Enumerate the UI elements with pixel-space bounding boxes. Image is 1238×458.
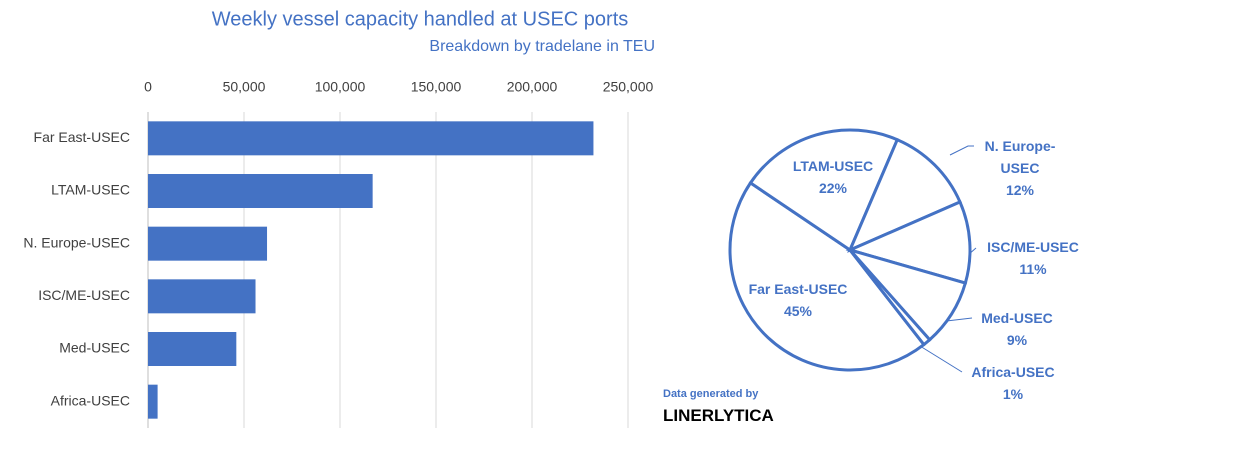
pie-slice [845,199,972,285]
pie-category: LTAM-USEC [792,158,874,174]
bar [148,384,158,419]
bar [148,121,594,156]
pie-label: Far East-USEC 45% [738,278,858,322]
pie-value-label: 11% [1019,261,1047,277]
bar [148,332,237,366]
pie-category: N. Europe-USEC [984,138,1056,176]
pie-value-label: 12% [1005,182,1035,198]
pie-label: ISC/ME-USEC 11% [978,236,1088,280]
bar [148,226,268,261]
credit-brand: LINERLYTICA [663,406,774,425]
pie-label: Med-USEC 9% [962,307,1072,351]
pie-value-label: 1% [1002,386,1024,402]
pie-value-label: 22% [818,180,848,196]
y-tick-label: Med-USEC [59,340,130,356]
y-tick-label: LTAM-USEC [51,182,130,198]
pie-slice [748,128,900,253]
x-tick-label: 0 [144,79,152,95]
pie-category: Far East-USEC [748,281,848,297]
y-tick-label: N. Europe-USEC [23,234,130,250]
x-tick-label: 150,000 [411,79,462,95]
x-tick-label: 100,000 [315,79,366,95]
x-tick-label: 50,000 [223,79,266,95]
pie-value-label: 45% [783,303,813,319]
bar [148,174,373,208]
leader-line [949,145,974,156]
pie-category: Africa-USEC [971,364,1055,380]
pie-value-label: 9% [1006,332,1028,348]
pie-slice [847,137,962,253]
pie-category: ISC/ME-USEC [987,239,1079,255]
pie-label: N. Europe-USEC 12% [975,135,1065,201]
pie-slice [728,180,926,372]
x-tick-label: 250,000 [603,79,654,95]
leader-line [919,345,963,373]
y-tick-label: ISC/ME-USEC [38,287,130,303]
y-tick-label: Africa-USEC [51,392,130,408]
pie-category: Med-USEC [981,310,1053,326]
chart-title: Weekly vessel capacity handled at USEC p… [212,8,629,30]
chart-subtitle: Breakdown by tradelane in TEU [429,38,655,55]
x-tick-label: 200,000 [507,79,558,95]
credit-label: Data generated by [663,388,759,400]
pie-label: LTAM-USEC 22% [778,155,888,199]
y-tick-label: Far East-USEC [34,129,130,145]
bar [148,279,256,314]
pie-slice [848,249,932,347]
pie-label: Africa-USEC 1% [958,361,1068,405]
